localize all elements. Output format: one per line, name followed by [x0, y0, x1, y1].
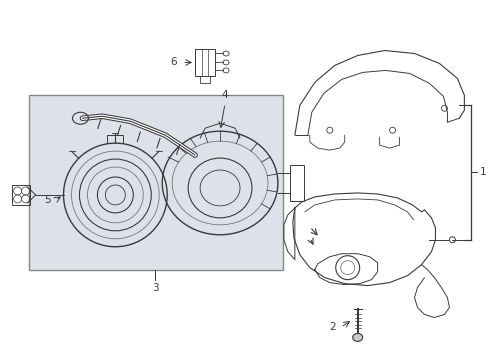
- Text: 6: 6: [170, 58, 176, 67]
- Bar: [12, 185, 29, 205]
- Text: 1: 1: [479, 167, 486, 177]
- Text: 4: 4: [222, 90, 228, 100]
- Text: 5: 5: [44, 195, 51, 205]
- Bar: [290, 165, 304, 201]
- Text: 3: 3: [152, 283, 159, 293]
- Bar: [28, 95, 283, 270]
- Text: 2: 2: [329, 323, 336, 332]
- Ellipse shape: [353, 333, 363, 341]
